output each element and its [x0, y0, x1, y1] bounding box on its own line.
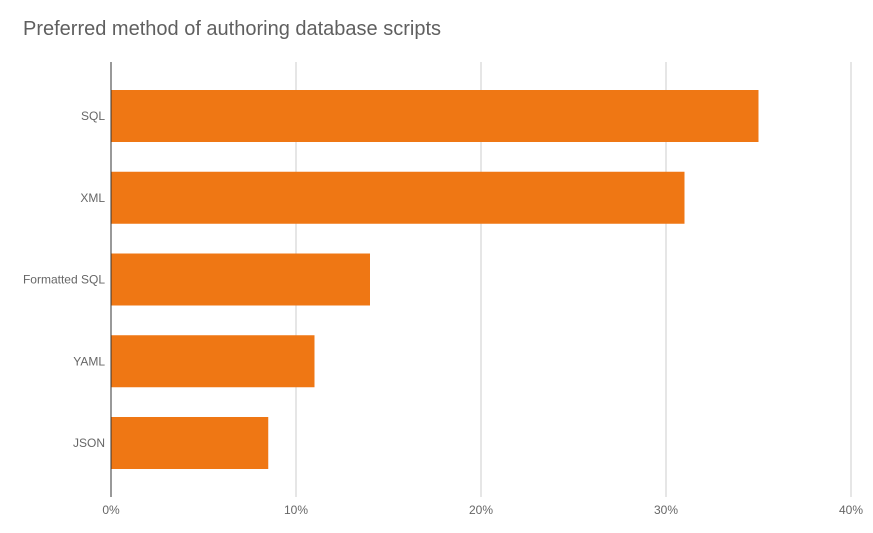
- bar: [111, 417, 269, 469]
- bar: [111, 253, 370, 306]
- y-category-label: Formatted SQL: [23, 273, 105, 287]
- bar: [111, 90, 759, 142]
- bars: [111, 90, 759, 469]
- bar: [111, 171, 685, 224]
- y-category-label: JSON: [73, 436, 105, 450]
- labels: 0% 10% 20% 30% 40% SQL XML Formatted SQL YAML JSO…: [23, 109, 863, 517]
- x-tick-label: 30%: [654, 503, 678, 517]
- y-category-label: YAML: [73, 354, 105, 368]
- chart-title: Preferred method of authoring database s…: [23, 18, 442, 40]
- x-tick-label: 40%: [839, 503, 863, 517]
- y-category-label: SQL: [81, 109, 105, 123]
- y-category-label: XML: [80, 191, 105, 205]
- x-tick-label: 10%: [284, 503, 308, 517]
- x-tick-label: 20%: [469, 503, 493, 517]
- bar: [111, 335, 315, 388]
- x-tick-label: 0%: [102, 503, 120, 517]
